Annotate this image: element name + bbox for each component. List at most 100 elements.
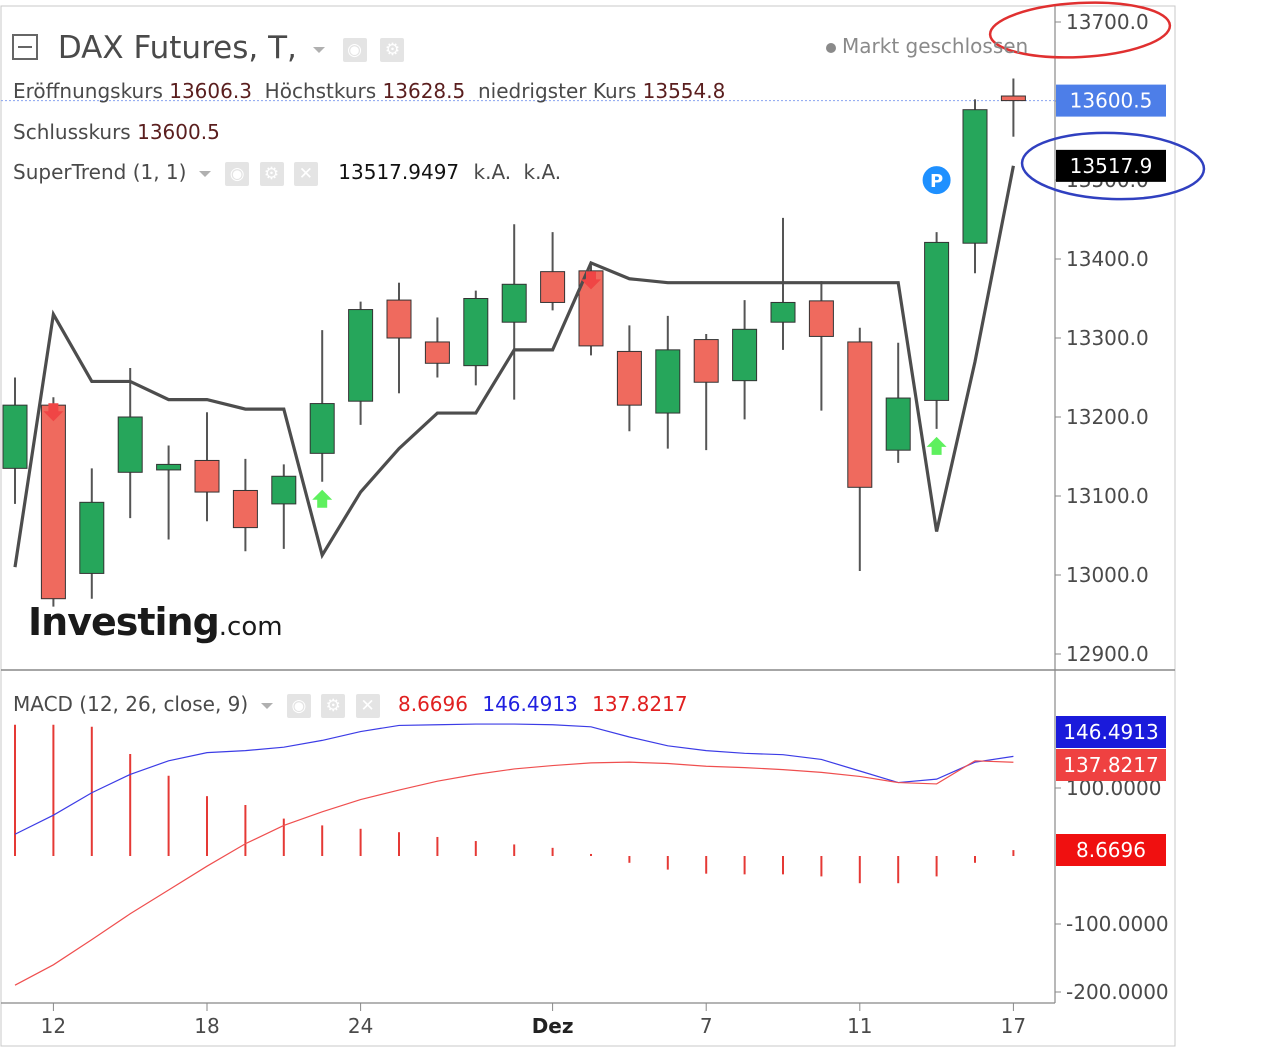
high-value: 13628.5 [382, 79, 466, 103]
time-tick-label: 18 [194, 1014, 219, 1038]
macd-header-row: MACD (12, 26, close, 9) ◉ ⚙ ✕ 8.6696 146… [13, 692, 688, 718]
price-tick-label: 13200.0 [1066, 405, 1149, 429]
supertrend-na-1: k.A. [473, 160, 512, 184]
candle [348, 301, 374, 425]
price-tick-label: 13400.0 [1066, 247, 1149, 271]
candle [501, 224, 527, 400]
time-tick-label: 17 [1001, 1014, 1026, 1038]
candle-body [655, 349, 681, 414]
candle-body [962, 109, 988, 244]
candle [463, 290, 489, 386]
market-status: Markt geschlossen [826, 34, 1028, 58]
supertrend-label: SuperTrend (1, 1) [13, 160, 187, 184]
candle-body [79, 501, 105, 574]
macd-signal-value: 137.8217 [592, 692, 688, 716]
gear-icon[interactable]: ⚙ [321, 693, 346, 718]
candle-body [194, 459, 220, 493]
candle-body [808, 300, 834, 337]
candle [156, 445, 182, 540]
candle-body [40, 404, 66, 600]
price-tick-label: 13100.0 [1066, 484, 1149, 508]
price-tick-label: 13300.0 [1066, 326, 1149, 350]
price-axis: 13700.013600.013500.013400.013300.013200… [1055, 10, 1169, 1004]
up-arrow-icon [926, 436, 947, 455]
watermark-brand: Investing [28, 600, 220, 644]
close-label: Schlusskurs [13, 120, 131, 144]
hist-badge-bg [1056, 834, 1166, 866]
close-icon[interactable]: ✕ [293, 161, 318, 186]
status-dot-icon [826, 42, 836, 53]
candle-body [117, 416, 143, 473]
macd-hist-value: 8.6696 [398, 692, 468, 716]
macd-badge: 146.4913 [1056, 716, 1166, 748]
candle-body [232, 489, 258, 529]
macd-pane [14, 723, 1015, 986]
p-marker-label: P [930, 171, 943, 192]
candle [271, 464, 297, 549]
candle [540, 232, 566, 311]
candle [655, 315, 681, 449]
macd-tick-label: -100.0000 [1066, 912, 1169, 936]
blue-circle-annotation [1020, 131, 1206, 201]
candle [194, 412, 220, 522]
time-tick-label: 7 [700, 1014, 713, 1038]
down-arrow-icon [581, 271, 601, 290]
last-price-badge-text: 13600.5 [1070, 89, 1153, 113]
candle-body [732, 328, 758, 382]
open-label: Eröffnungskurs [13, 79, 163, 103]
candle [232, 458, 258, 552]
candle-body [501, 283, 527, 323]
candle [616, 325, 642, 432]
candle [885, 342, 911, 463]
supertrend-polyline [13, 165, 1015, 568]
signal-badge-bg [1056, 749, 1166, 781]
chevron-down-icon[interactable] [198, 170, 211, 177]
macd-line [14, 723, 1014, 835]
outer-frame [0, 5, 1176, 1047]
eye-icon[interactable]: ◉ [225, 161, 250, 186]
gear-icon[interactable]: ⚙ [259, 161, 284, 186]
supertrend-row: SuperTrend (1, 1) ◉ ⚙ ✕ 13517.9497 k.A. … [13, 160, 561, 186]
gear-icon[interactable]: ⚙ [380, 37, 405, 62]
candle-body [271, 475, 297, 505]
supertrend-badge: 13517.9 [1056, 149, 1166, 182]
signal-badge: 137.8217 [1056, 749, 1166, 781]
close-value: 13600.5 [137, 120, 220, 144]
square-minus-icon[interactable] [12, 33, 38, 60]
supertrend-line [13, 165, 1015, 568]
candle-body [770, 301, 796, 323]
candles [2, 78, 1026, 607]
candle [732, 300, 758, 420]
signals: P [43, 164, 953, 508]
candle-body [463, 298, 489, 367]
macd-badge-text: 146.4913 [1063, 720, 1158, 744]
symbol-title: DAX Futures, T, [57, 30, 297, 66]
eye-icon[interactable]: ◉ [342, 37, 367, 62]
candle-body [386, 299, 412, 339]
time-tick-label: Dez [532, 1014, 574, 1038]
down-arrow-icon [43, 403, 64, 422]
investing-watermark: Investing.com [28, 600, 283, 644]
macd-tick-label: -200.0000 [1066, 980, 1169, 1004]
watermark-suffix: .com [218, 612, 283, 642]
candle [40, 397, 66, 607]
chevron-down-icon[interactable] [260, 702, 273, 709]
close-icon[interactable]: ✕ [355, 693, 380, 718]
candle [847, 327, 873, 572]
chevron-down-icon[interactable] [312, 46, 325, 53]
candle [924, 232, 950, 429]
time-tick-label: 12 [41, 1014, 66, 1038]
candle-body [156, 463, 182, 471]
time-tick-label: 11 [847, 1014, 872, 1038]
macd-value: 146.4913 [482, 692, 578, 716]
supertrend-badge-text: 13517.9 [1070, 154, 1153, 178]
candle [693, 334, 719, 451]
candle-body [309, 403, 335, 454]
hand-annotations [988, 1, 1206, 201]
eye-icon[interactable]: ◉ [286, 693, 311, 718]
low-label: niedrigster Kurs [477, 79, 637, 103]
supertrend-na-2: k.A. [523, 160, 562, 184]
candle-body [847, 341, 873, 488]
